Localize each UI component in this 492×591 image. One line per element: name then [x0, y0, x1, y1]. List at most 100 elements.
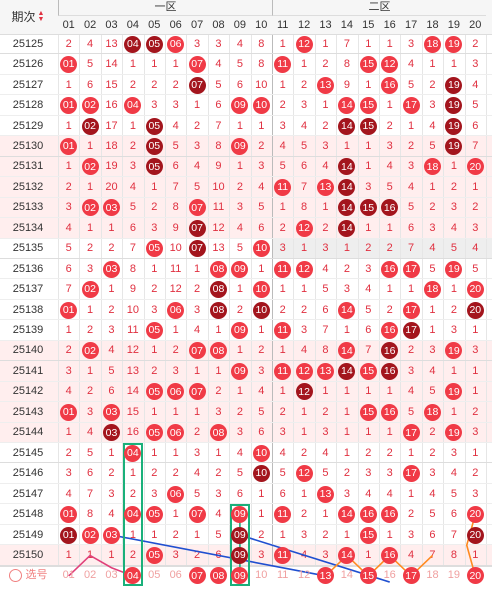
grid-vline [421, 0, 423, 591]
drawn-number-ball: 05 [145, 117, 163, 135]
drawn-number-ball: 15 [359, 362, 377, 380]
pick-number[interactable]: 11 [276, 569, 289, 582]
miss-count: 16 [105, 99, 118, 112]
drawn-number-ball: 06 [167, 301, 185, 319]
miss-count: 15 [105, 78, 118, 91]
miss-count: 6 [472, 119, 479, 132]
period-sort-header[interactable]: 期次 ▲ ▼ [0, 0, 56, 34]
miss-count: 9 [343, 78, 350, 91]
miss-count: 3 [215, 405, 222, 418]
pick-number[interactable]: 10 [255, 569, 268, 582]
miss-count: 6 [172, 160, 179, 173]
miss-count: 3 [151, 221, 158, 234]
pick-number[interactable]: 05 [148, 569, 161, 582]
drawn-number-ball: 09 [231, 362, 249, 380]
pick-label[interactable]: 选号 [0, 566, 56, 586]
pick-number[interactable]: 14 [340, 569, 353, 582]
drawn-number-ball: 10 [252, 281, 270, 299]
pick-number[interactable]: 16 [383, 569, 396, 582]
drawn-number-ball: 16 [381, 403, 399, 421]
miss-count: 2 [129, 139, 136, 152]
miss-count: 2 [450, 180, 457, 193]
pick-number[interactable]: 01 [62, 569, 75, 582]
miss-count: 1 [258, 508, 265, 521]
pick-number[interactable]: 17 [402, 567, 420, 585]
miss-count: 2 [172, 344, 179, 357]
grid-hline [0, 53, 492, 55]
miss-count: 3 [151, 99, 158, 112]
miss-count: 6 [258, 426, 265, 439]
miss-count: 2 [472, 37, 479, 50]
drawn-number-ball: 18 [424, 281, 441, 299]
grid-vline [58, 0, 59, 591]
miss-count: 3 [236, 201, 243, 214]
drawn-number-ball: 14 [338, 301, 356, 319]
miss-count: 1 [301, 487, 308, 500]
miss-count: 2 [301, 303, 308, 316]
miss-count: 2 [365, 446, 372, 459]
pick-number[interactable]: 18 [426, 569, 439, 582]
miss-count: 3 [343, 283, 350, 296]
drawn-number-ball: 06 [167, 485, 185, 503]
miss-count: 1 [408, 283, 415, 296]
drawn-number-ball: 17 [402, 97, 420, 115]
miss-count: 1 [429, 303, 436, 316]
miss-count: 1 [279, 385, 286, 398]
pick-number[interactable]: 03 [105, 569, 118, 582]
pick-number[interactable]: 02 [83, 569, 97, 582]
pick-number[interactable]: 07 [188, 567, 206, 585]
column-header: 09 [229, 16, 251, 34]
drawn-number-ball: 03 [103, 424, 120, 442]
miss-count: 10 [169, 242, 182, 255]
drawn-number-ball: 17 [402, 424, 420, 442]
miss-count: 1 [279, 528, 286, 541]
drawn-number-ball: 12 [295, 362, 313, 380]
pick-number[interactable]: 19 [447, 569, 460, 582]
miss-count: 2 [322, 119, 329, 132]
miss-count: 1 [343, 324, 350, 337]
miss-count: 5 [65, 242, 72, 255]
zone1-label: 一区 [58, 0, 272, 16]
miss-count: 1 [472, 180, 479, 193]
miss-count: 19 [105, 160, 118, 173]
miss-count: 2 [258, 139, 265, 152]
drawn-number-ball: 07 [188, 342, 206, 360]
miss-count: 7 [365, 344, 372, 357]
miss-count: 3 [129, 160, 136, 173]
miss-count: 1 [258, 324, 265, 337]
miss-count: 5 [258, 405, 265, 418]
miss-count: 2 [151, 78, 158, 91]
drawn-number-ball: 17 [402, 465, 420, 483]
miss-count: 3 [429, 467, 436, 480]
miss-count: 1 [386, 99, 393, 112]
miss-count: 2 [408, 508, 415, 521]
miss-count: 1 [172, 508, 179, 521]
miss-count: 3 [386, 467, 393, 480]
miss-count: 3 [151, 487, 158, 500]
drawn-number-ball: 10 [252, 465, 270, 483]
grid-vline [143, 0, 145, 591]
miss-count: 1 [151, 446, 158, 459]
miss-count: 3 [172, 99, 179, 112]
miss-count: 1 [87, 221, 94, 234]
drawn-number-ball: 06 [167, 424, 185, 442]
miss-count: 4 [365, 283, 372, 296]
miss-count: 1 [215, 324, 222, 337]
miss-count: 8 [322, 344, 329, 357]
pick-number[interactable]: 06 [169, 569, 182, 582]
drawn-number-ball: 16 [381, 260, 399, 278]
miss-count: 1 [450, 58, 457, 71]
miss-count: 12 [126, 344, 139, 357]
grid-hline [0, 217, 492, 219]
drawn-number-ball: 18 [424, 35, 441, 53]
period-number: 25146 [12, 467, 44, 480]
miss-count: 1 [236, 344, 243, 357]
grid-vline [100, 0, 102, 591]
grid-hline [0, 73, 492, 75]
grid-hline [0, 482, 492, 484]
drawn-number-ball: 19 [445, 117, 463, 135]
miss-count: 2 [87, 385, 94, 398]
miss-count: 9 [172, 221, 179, 234]
miss-count: 2 [322, 405, 329, 418]
pick-number[interactable]: 12 [297, 569, 311, 582]
